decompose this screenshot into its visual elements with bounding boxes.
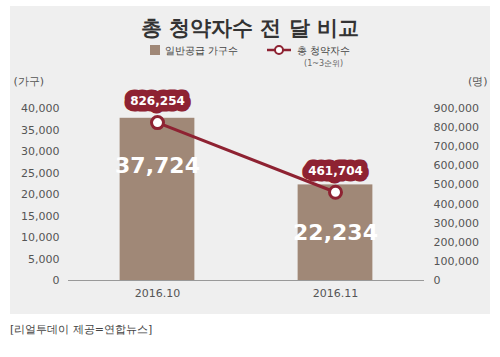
svg-text:100,000: 100,000 xyxy=(434,255,480,268)
svg-text:40,000: 40,000 xyxy=(21,102,60,115)
html-text:총 청약자수 전 달 비교: 총 청약자수 전 달 비교 xyxy=(140,16,360,40)
svg-text:0: 0 xyxy=(53,274,60,287)
svg-text:500,000: 500,000 xyxy=(434,178,480,191)
svg-text:15,000: 15,000 xyxy=(21,210,60,223)
svg-text:25,000: 25,000 xyxy=(21,167,60,180)
svg-text:600,000: 600,000 xyxy=(434,159,480,172)
html-text:(1~3순위): (1~3순위) xyxy=(304,59,344,68)
svg-text:(가구): (가구) xyxy=(14,75,45,88)
html-text:일반공급 가구수: 일반공급 가구수 xyxy=(164,45,238,56)
svg-text:5,000: 5,000 xyxy=(28,253,60,266)
svg-text:20,000: 20,000 xyxy=(21,188,60,201)
svg-text:200,000: 200,000 xyxy=(434,236,480,249)
svg-text:37,724: 37,724 xyxy=(115,153,200,178)
svg-text:800,000: 800,000 xyxy=(434,121,480,134)
html-text:[리얼투데이 제공=연합뉴스]: [리얼투데이 제공=연합뉴스] xyxy=(10,323,153,336)
svg-text:2016.11: 2016.11 xyxy=(313,287,359,300)
svg-text:300,000: 300,000 xyxy=(434,217,480,230)
html-text:총 청약자수: 총 청약자수 xyxy=(297,45,351,56)
svg-text:700,000: 700,000 xyxy=(434,140,480,153)
svg-text:400,000: 400,000 xyxy=(434,198,480,211)
svg-text:(명): (명) xyxy=(468,75,488,88)
svg-text:900,000: 900,000 xyxy=(434,102,480,115)
svg-text:2016.10: 2016.10 xyxy=(135,287,181,300)
svg-text:22,234: 22,234 xyxy=(293,220,378,245)
svg-text:826,254: 826,254 xyxy=(130,94,185,108)
svg-text:0: 0 xyxy=(434,274,441,287)
svg-text:35,000: 35,000 xyxy=(21,124,60,137)
svg-text:10,000: 10,000 xyxy=(21,231,60,244)
svg-text:461,704: 461,704 xyxy=(308,164,363,178)
svg-text:30,000: 30,000 xyxy=(21,145,60,158)
